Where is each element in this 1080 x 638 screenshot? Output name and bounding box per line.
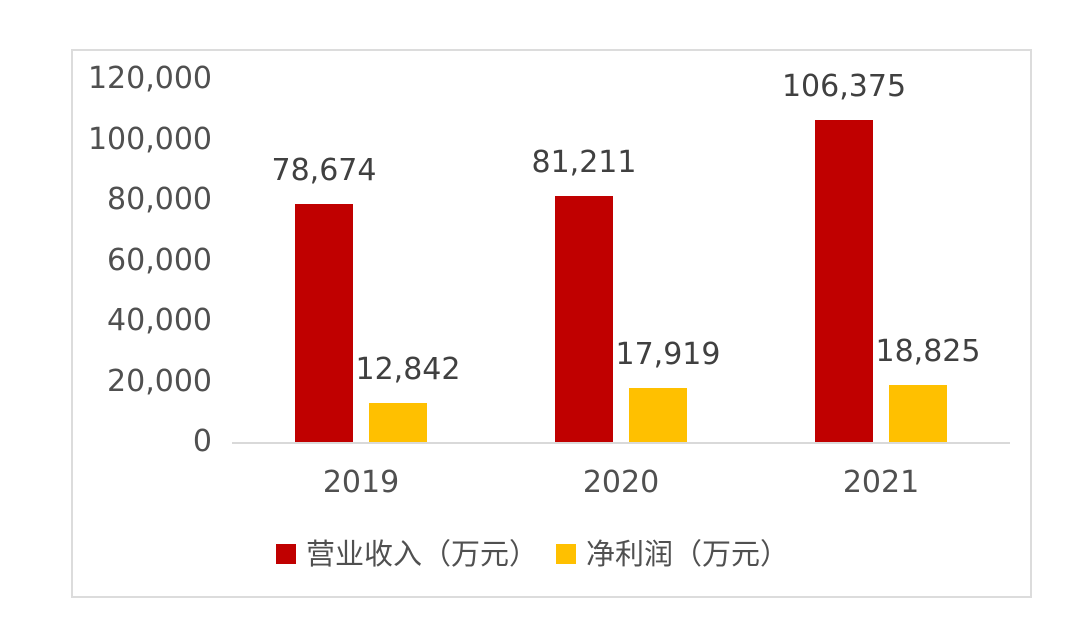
data-label: 81,211: [531, 145, 637, 181]
x-axis-line: [232, 442, 1010, 444]
x-tick-label: 2021: [842, 465, 920, 500]
chart-frame: [71, 49, 1032, 598]
revenue-bar: [555, 196, 613, 442]
y-tick-label: 120,000: [87, 61, 212, 96]
data-label: 17,919: [615, 336, 721, 372]
legend-item-revenue: 营业收入（万元）: [276, 537, 538, 571]
revenue-bar: [295, 204, 353, 442]
y-tick-label: 80,000: [107, 182, 212, 217]
net-profit-bar: [629, 387, 687, 442]
revenue-bar: [815, 120, 873, 442]
net-profit-bar: [889, 385, 947, 442]
y-tick-label: 100,000: [87, 121, 212, 157]
x-tick-label: 2019: [322, 465, 400, 500]
y-tick-label: 60,000: [107, 242, 212, 278]
legend-label-net-profit: 净利润（万元）: [586, 537, 790, 571]
y-tick-label: 40,000: [107, 303, 212, 338]
net-profit-bar: [369, 403, 427, 442]
legend-label-revenue: 营业收入（万元）: [306, 537, 539, 571]
x-tick-label: 2020: [582, 465, 660, 500]
y-tick-label: 20,000: [107, 363, 212, 399]
data-label: 12,842: [355, 352, 461, 388]
revenue-swatch-icon: [276, 544, 296, 564]
data-label: 78,674: [271, 153, 377, 188]
data-label: 106,375: [781, 69, 907, 105]
y-tick-label: 0: [192, 424, 212, 459]
data-label: 18,825: [875, 334, 981, 370]
net-profit-swatch-icon: [556, 544, 577, 564]
legend: 营业收入（万元） 净利润（万元）: [276, 537, 807, 571]
legend-item-net-profit: 净利润（万元）: [556, 537, 789, 571]
